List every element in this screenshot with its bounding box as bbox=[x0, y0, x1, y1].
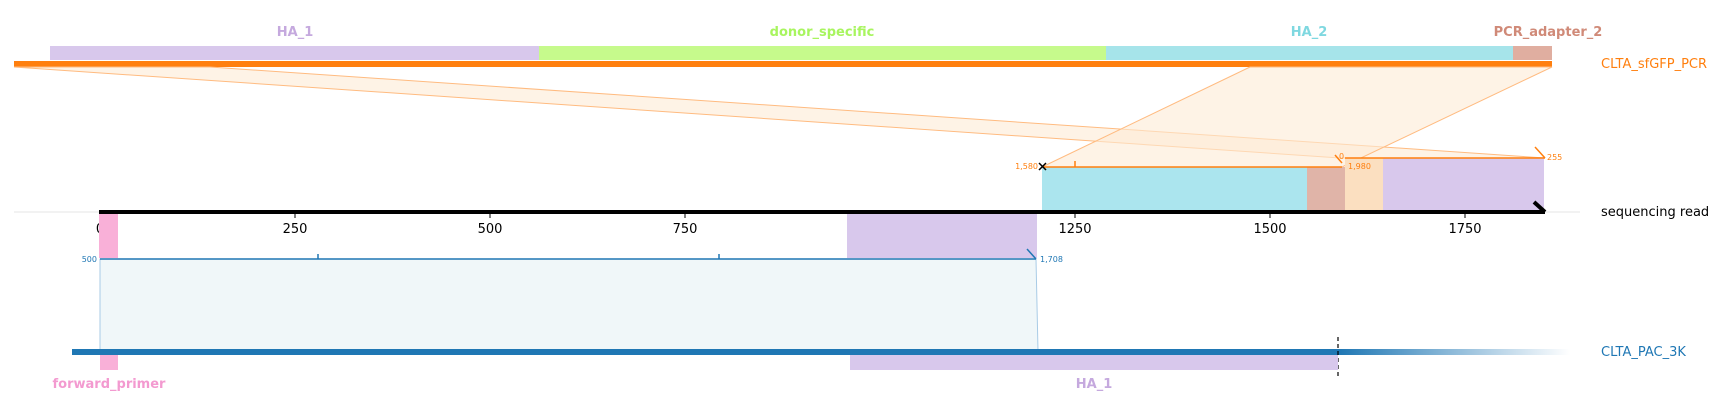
read-block-forward-primer bbox=[99, 214, 118, 258]
top-alignment-band-right bbox=[1041, 66, 1553, 168]
bottom-alignment: 500 1,708 bbox=[82, 214, 1063, 352]
read-block-ha1 bbox=[1383, 158, 1544, 210]
bottom-reference-bar-fade bbox=[1338, 349, 1570, 355]
read-end-arrow bbox=[1532, 200, 1547, 214]
bottom-reference-bar bbox=[72, 349, 1338, 355]
top-feature-donor-specific bbox=[539, 46, 1106, 60]
read-axis: 02505007501000125015001750 bbox=[96, 214, 1482, 237]
top-feature-label-ha1: HA_1 bbox=[277, 25, 314, 40]
read-block-ha2 bbox=[1042, 167, 1307, 210]
top-reference-name: CLTA_sfGFP_PCR bbox=[1601, 57, 1707, 72]
top-feature-ha2 bbox=[1106, 46, 1513, 60]
bottom-alignment-start-label: 500 bbox=[82, 255, 97, 264]
read-name: sequencing read bbox=[1601, 205, 1709, 220]
bottom-feature-label-ha1: HA_1 bbox=[1076, 377, 1113, 392]
top-alignment-mid-label: 1,980 bbox=[1348, 162, 1371, 171]
read-axis-tick-label: 1500 bbox=[1253, 222, 1286, 237]
top-alignment-small-label: 0 bbox=[1339, 152, 1344, 161]
bottom-reference: forward_primer HA_1 CLTA_PAC_3K bbox=[53, 337, 1686, 392]
bottom-alignment-band bbox=[99, 258, 1039, 352]
read-block-unaligned bbox=[1345, 158, 1383, 210]
read-block-pcr-adapter bbox=[1307, 167, 1345, 210]
bottom-feature-label-forward-primer: forward_primer bbox=[53, 377, 167, 392]
read-axis-tick-label: 1750 bbox=[1448, 222, 1481, 237]
top-feature-ha1 bbox=[50, 46, 539, 60]
read-axis-tick-label: 1250 bbox=[1058, 222, 1091, 237]
top-feature-label-donor-specific: donor_specific bbox=[770, 25, 875, 40]
top-alignment-end-mark bbox=[1534, 146, 1546, 159]
top-feature-label-ha2: HA_2 bbox=[1291, 25, 1328, 40]
top-feature-label-pcr-adapter-2: PCR_adapter_2 bbox=[1494, 25, 1603, 40]
top-alignment-end-label: 255 bbox=[1547, 153, 1562, 162]
top-alignment-start-label: 1,580 bbox=[1015, 162, 1038, 171]
bottom-reference-name: CLTA_PAC_3K bbox=[1601, 345, 1686, 360]
bottom-feature-ha1 bbox=[850, 355, 1338, 370]
top-alignment: 1,580 1,980 255 0 bbox=[13, 66, 1562, 210]
top-reference: HA_1 donor_specific HA_2 PCR_adapter_2 C… bbox=[14, 25, 1707, 72]
top-alignment-break-mark bbox=[1334, 154, 1343, 164]
top-alignment-start-cross bbox=[1038, 162, 1047, 171]
bottom-feature-forward-primer bbox=[100, 355, 118, 370]
bottom-alignment-end-label: 1,708 bbox=[1040, 255, 1063, 264]
bottom-alignment-end-mark bbox=[1026, 248, 1037, 260]
read-block-ha1-bottom bbox=[847, 214, 1037, 258]
read-axis-tick-label: 500 bbox=[478, 222, 503, 237]
read-bar bbox=[99, 210, 1545, 214]
read-axis-tick-label: 750 bbox=[673, 222, 698, 237]
read-axis-tick-label: 250 bbox=[283, 222, 308, 237]
top-reference-bar bbox=[14, 61, 1552, 67]
top-feature-pcr-adapter-2 bbox=[1513, 46, 1552, 60]
